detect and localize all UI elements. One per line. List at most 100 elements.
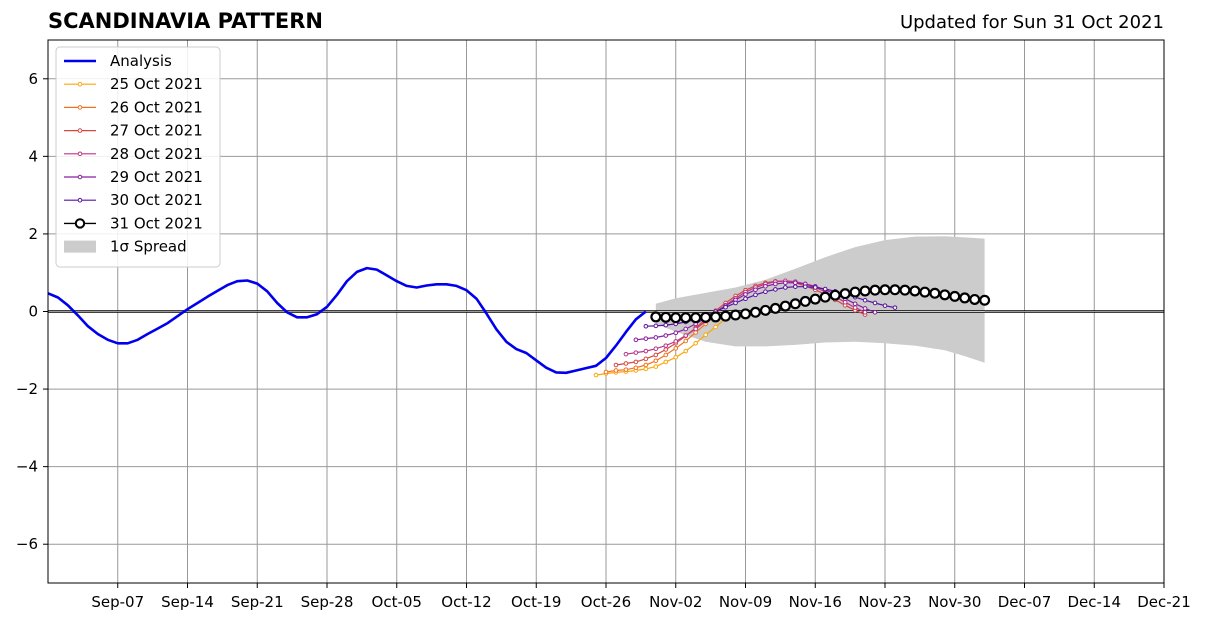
forecast-point bbox=[743, 296, 748, 302]
x-tick-label: Sep-14 bbox=[161, 593, 214, 611]
latest-forecast-point bbox=[720, 310, 732, 322]
legend-label: 29 Oct 2021 bbox=[110, 168, 203, 186]
latest-forecast-point bbox=[889, 284, 901, 296]
forecast-point bbox=[753, 287, 758, 293]
forecast-point bbox=[663, 333, 669, 338]
x-tick-label: Dec-07 bbox=[998, 593, 1052, 611]
latest-forecast-layer bbox=[650, 284, 991, 324]
forecast-point bbox=[723, 304, 728, 310]
latest-forecast-point bbox=[660, 311, 672, 323]
forecast-point bbox=[693, 341, 698, 346]
forecast-point bbox=[643, 366, 649, 372]
legend-label: 31 Oct 2021 bbox=[110, 214, 203, 232]
latest-forecast-point bbox=[670, 312, 682, 324]
forecast-point bbox=[683, 333, 689, 338]
forecast-point bbox=[862, 309, 868, 315]
latest-forecast-point bbox=[690, 312, 702, 324]
latest-forecast-point bbox=[979, 294, 991, 306]
latest-forecast-point bbox=[929, 287, 941, 299]
y-tick-label: 0 bbox=[28, 303, 38, 321]
forecast-point bbox=[892, 305, 898, 310]
forecast-point bbox=[852, 305, 858, 310]
forecast-point bbox=[663, 322, 669, 328]
forecast-point bbox=[693, 326, 698, 332]
x-tick-label: Nov-30 bbox=[928, 593, 981, 611]
y-tick-label: −2 bbox=[16, 380, 38, 398]
forecast-point bbox=[793, 280, 798, 286]
y-tick-label: 4 bbox=[28, 147, 38, 165]
legend-marker bbox=[77, 174, 83, 180]
forecast-point bbox=[773, 281, 778, 287]
x-tick-label: Oct-19 bbox=[511, 593, 561, 611]
forecast-point bbox=[623, 351, 629, 357]
forecast-point bbox=[653, 364, 659, 369]
forecast-point bbox=[613, 362, 619, 368]
latest-forecast-point bbox=[849, 286, 861, 298]
latest-forecast-point bbox=[969, 293, 981, 305]
chart-subtitle: Updated for Sun 31 Oct 2021 bbox=[899, 12, 1164, 33]
forecast-point bbox=[613, 368, 619, 373]
x-tick-label: Sep-21 bbox=[231, 593, 284, 611]
forecast-point bbox=[673, 330, 679, 336]
forecast-point bbox=[783, 285, 788, 290]
forecast-point bbox=[822, 286, 828, 292]
forecast-point bbox=[653, 352, 659, 358]
forecast-point bbox=[673, 354, 679, 360]
forecast-point bbox=[623, 367, 629, 372]
forecast-point bbox=[633, 365, 639, 371]
forecast-point bbox=[673, 346, 679, 351]
latest-forecast-point bbox=[859, 285, 871, 297]
y-tick-label: −4 bbox=[16, 458, 38, 476]
latest-forecast-point bbox=[829, 289, 841, 301]
forecast-point bbox=[763, 289, 768, 295]
x-tick-label: Oct-26 bbox=[581, 593, 631, 611]
forecast-point bbox=[882, 303, 888, 308]
x-tick-label: Oct-12 bbox=[441, 593, 491, 611]
analysis-line bbox=[47, 266, 647, 375]
forecast-point bbox=[643, 362, 649, 368]
forecast-point bbox=[653, 323, 659, 329]
legend-marker bbox=[74, 218, 86, 229]
forecast-point bbox=[663, 352, 669, 358]
forecast-point bbox=[733, 300, 738, 306]
x-tick-label: Nov-16 bbox=[789, 593, 842, 611]
axes-layer: Sep-07 Sep-14 Sep-21 Sep-28 Oct-05 Oct-12 Oct-… bbox=[16, 39, 1191, 611]
forecast-point bbox=[653, 335, 659, 340]
latest-forecast-point bbox=[899, 284, 911, 296]
forecast-point bbox=[862, 297, 868, 303]
latest-forecast-point bbox=[769, 302, 781, 314]
latest-forecast-point bbox=[879, 284, 891, 296]
forecast-point bbox=[643, 336, 649, 341]
legend-marker bbox=[77, 81, 83, 87]
x-tick-label: Nov-09 bbox=[719, 593, 772, 611]
y-tick-label: 2 bbox=[28, 225, 38, 243]
latest-forecast-point bbox=[650, 311, 662, 323]
latest-forecast-point bbox=[759, 304, 771, 316]
x-tick-label: Sep-07 bbox=[91, 593, 144, 611]
latest-forecast-point bbox=[869, 284, 881, 296]
forecast-point bbox=[783, 280, 788, 286]
latest-forecast-point bbox=[959, 292, 971, 304]
latest-forecast-point bbox=[919, 286, 931, 298]
forecast-point bbox=[852, 301, 858, 307]
forecast-point bbox=[633, 359, 639, 365]
legend-label: 26 Oct 2021 bbox=[110, 98, 203, 116]
latest-forecast-point bbox=[839, 288, 851, 300]
forecast-point bbox=[653, 346, 659, 352]
latest-forecast-point bbox=[739, 308, 751, 320]
forecast-point bbox=[643, 348, 649, 354]
legend-label: Analysis bbox=[110, 52, 172, 70]
forecast-point bbox=[793, 284, 798, 289]
forecast-point bbox=[643, 323, 649, 329]
latest-forecast-point bbox=[949, 290, 961, 302]
forecast-point bbox=[872, 300, 878, 306]
x-tick-label: Dec-21 bbox=[1137, 593, 1191, 611]
forecast-point bbox=[703, 332, 708, 338]
latest-forecast-point bbox=[700, 311, 712, 323]
x-tick-label: Dec-14 bbox=[1067, 593, 1121, 611]
forecast-point bbox=[633, 337, 639, 343]
latest-forecast-point bbox=[779, 300, 791, 312]
forecast-point bbox=[593, 372, 599, 378]
forecast-point bbox=[683, 338, 689, 344]
